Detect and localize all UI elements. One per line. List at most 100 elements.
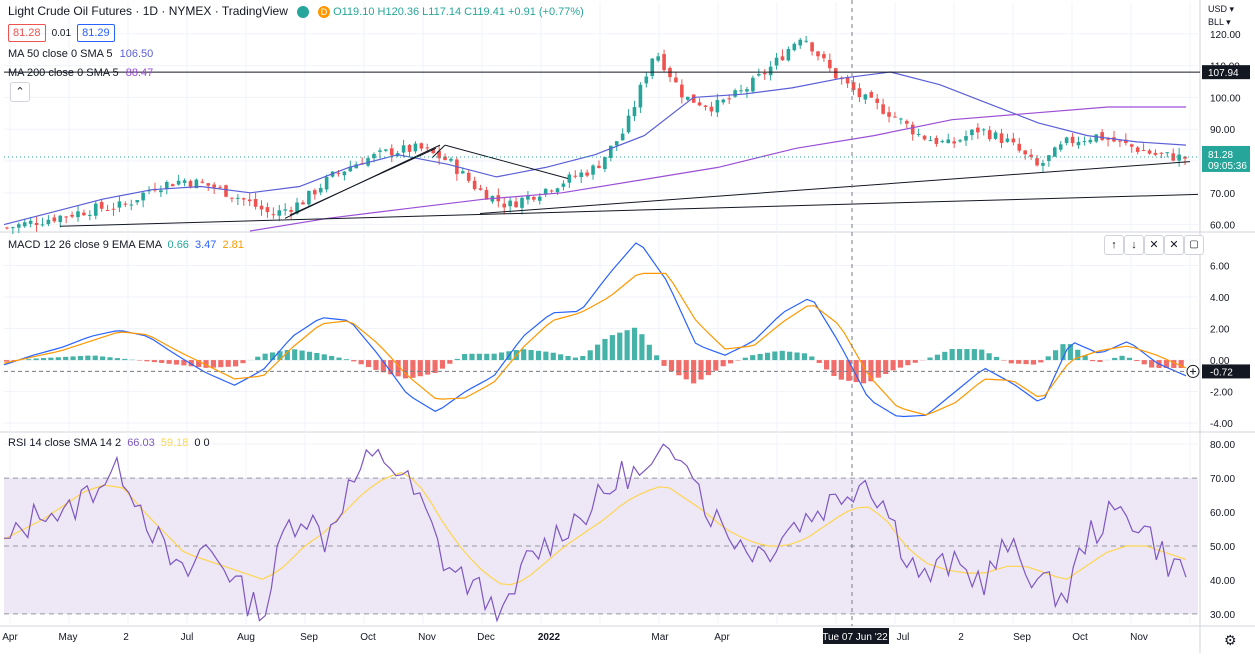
candle-body xyxy=(230,198,234,199)
macd-histogram-bar xyxy=(625,330,630,360)
macd-histogram-bar xyxy=(994,357,999,360)
candle-body xyxy=(958,140,962,141)
macd-histogram-bar xyxy=(255,357,260,360)
macd-histogram-bar xyxy=(1023,360,1028,364)
candle-body xyxy=(538,197,542,201)
candle-body xyxy=(674,78,678,83)
candle-body xyxy=(1177,155,1181,161)
macd-histogram-bar xyxy=(639,334,644,360)
candle-body xyxy=(159,190,163,192)
settings-gear-icon[interactable]: ⚙ xyxy=(1224,632,1237,649)
pane-hide-button[interactable]: ✕ xyxy=(1144,235,1164,255)
candle-body xyxy=(1035,158,1039,165)
x-axis-label: Dec xyxy=(477,632,495,643)
candle-body xyxy=(520,198,524,208)
candle-body xyxy=(183,180,187,183)
macd-histogram-bar xyxy=(1046,356,1051,360)
macd-histogram-bar xyxy=(595,345,600,360)
candle-body xyxy=(1041,163,1045,166)
macd-histogram-bar xyxy=(211,360,216,368)
rsi-legend[interactable]: RSI 14 close SMA 14 2 66.03 59.18 0 0 xyxy=(8,436,210,450)
candle-body xyxy=(35,223,39,225)
pane-move-down-button[interactable]: ↓ xyxy=(1124,235,1144,255)
macd-histogram-bar xyxy=(440,360,445,369)
macd-histogram-bar xyxy=(824,360,829,369)
ask-price[interactable]: 81.29 xyxy=(77,24,115,42)
ma200-legend[interactable]: MA 200 close 0 SMA 5 88.47 xyxy=(8,66,153,80)
candle-body xyxy=(798,40,802,46)
candle-body xyxy=(929,140,933,141)
candle-body xyxy=(479,188,483,190)
macd-legend[interactable]: MACD 12 26 close 9 EMA EMA 0.66 3.47 2.8… xyxy=(8,238,244,252)
macd-histogram-bar xyxy=(1016,360,1021,364)
macd-histogram-bar xyxy=(1090,360,1095,361)
ma50-label: MA 50 close 0 SMA 5 xyxy=(8,48,113,60)
macd-histogram-bar xyxy=(462,354,467,360)
macd-histogram-bar xyxy=(661,360,666,366)
macd-histogram-bar xyxy=(418,360,423,376)
candle-body xyxy=(686,97,690,100)
candle-body xyxy=(941,141,945,142)
macd-histogram-bar xyxy=(93,356,98,360)
collapse-legend-button[interactable]: ⌃ xyxy=(10,82,30,102)
macd-histogram-bar xyxy=(159,360,164,363)
candle-body xyxy=(165,182,169,189)
macd-histogram-bar xyxy=(728,360,733,363)
macd-histogram-bar xyxy=(233,360,238,366)
macd-histogram-bar xyxy=(580,356,585,360)
candle-body xyxy=(864,94,868,99)
candle-body xyxy=(769,67,773,75)
macd-histogram-bar xyxy=(669,360,674,371)
candle-body xyxy=(733,90,737,96)
pane-maximize-button[interactable]: ▢ xyxy=(1184,235,1204,255)
candle-body xyxy=(585,173,589,176)
macd-histogram-bar xyxy=(218,360,223,367)
axis-tick-label: 70.00 xyxy=(1210,474,1235,485)
pane-move-up-button[interactable]: ↑ xyxy=(1104,235,1124,255)
macd-histogram-bar xyxy=(1053,350,1058,360)
candle-body xyxy=(846,77,850,83)
candle-body xyxy=(1130,144,1134,146)
x-axis-label: 2022 xyxy=(538,632,561,643)
macd-histogram-bar xyxy=(839,360,844,380)
macd-histogram-bar xyxy=(78,356,83,360)
x-axis-label: Sep xyxy=(1013,632,1031,643)
candle-body xyxy=(485,190,489,200)
macd-histogram-bar xyxy=(366,360,371,367)
candle-body xyxy=(135,200,139,202)
candle-body xyxy=(88,215,92,216)
candle-body xyxy=(645,77,649,84)
macd-histogram-bar xyxy=(750,355,755,360)
candle-body xyxy=(893,117,897,118)
candle-body xyxy=(508,201,512,207)
macd-histogram-bar xyxy=(536,351,541,360)
symbol-title[interactable]: Light Crude Oil Futures · 1D · NYMEX · T… xyxy=(8,4,288,18)
pane-remove-button[interactable]: ✕ xyxy=(1164,235,1184,255)
axis-tick-label: 40.00 xyxy=(1210,576,1235,587)
candle-body xyxy=(5,228,9,229)
market-status-dot[interactable] xyxy=(297,6,309,18)
candle-body xyxy=(787,49,791,60)
delay-badge[interactable]: D xyxy=(318,6,330,18)
macd-histogram-bar xyxy=(1038,360,1043,362)
macd-histogram-bar xyxy=(1127,358,1132,360)
candle-body xyxy=(822,54,826,58)
macd-histogram-bar xyxy=(957,349,962,360)
macd-histogram-bar xyxy=(964,349,969,360)
ma50-legend[interactable]: MA 50 close 0 SMA 5 106.50 xyxy=(8,47,153,61)
currency-selector[interactable]: USD ▾ xyxy=(1208,2,1234,16)
macd-histogram-bar xyxy=(477,354,482,360)
candle-body xyxy=(680,85,684,98)
candle-body xyxy=(739,90,743,91)
axis-tick-label: 50.00 xyxy=(1210,542,1235,553)
axis-tick-label: 4.00 xyxy=(1210,293,1230,304)
bid-price[interactable]: 81.28 xyxy=(8,24,46,42)
candle-body xyxy=(526,196,530,200)
macd-histogram-bar xyxy=(765,353,770,360)
unit-selector[interactable]: BLL ▾ xyxy=(1208,15,1231,29)
candle-body xyxy=(751,78,755,92)
candle-body xyxy=(70,215,74,217)
candle-body xyxy=(171,184,175,186)
